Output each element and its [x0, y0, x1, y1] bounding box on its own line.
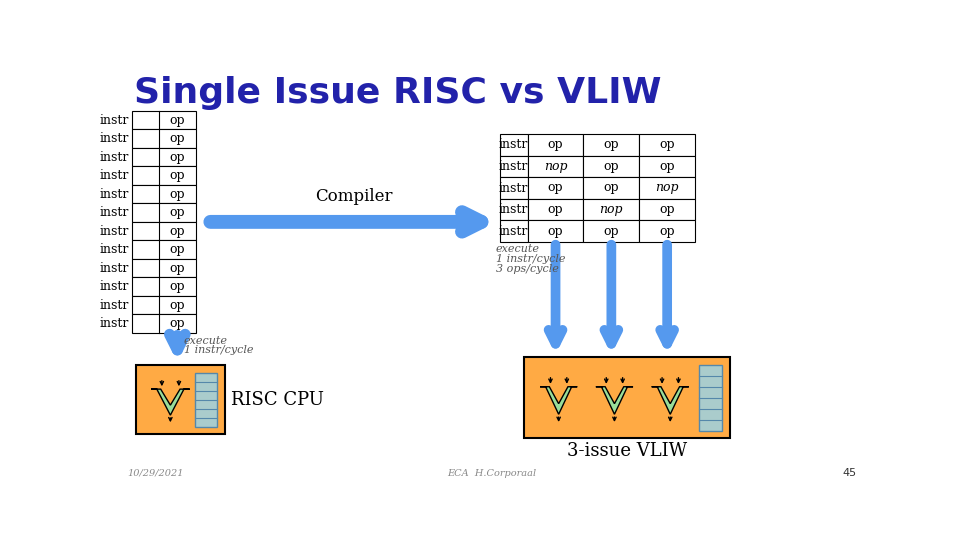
- Text: op: op: [170, 151, 185, 164]
- Bar: [500, 199, 528, 220]
- Text: op: op: [548, 181, 564, 194]
- Text: 45: 45: [842, 468, 856, 477]
- Text: op: op: [660, 203, 675, 216]
- Text: op: op: [660, 138, 675, 151]
- Text: instr: instr: [100, 243, 130, 256]
- Text: op: op: [604, 225, 619, 238]
- Bar: [528, 220, 584, 242]
- Text: nop: nop: [600, 203, 623, 216]
- Text: instr: instr: [100, 132, 130, 145]
- Text: op: op: [604, 138, 619, 151]
- Text: op: op: [170, 114, 185, 127]
- Text: 1 instr/cycle: 1 instr/cycle: [183, 345, 253, 355]
- Text: op: op: [548, 203, 564, 216]
- Bar: [132, 296, 196, 314]
- Text: op: op: [548, 138, 564, 151]
- Bar: [500, 177, 528, 199]
- Text: op: op: [170, 243, 185, 256]
- Text: op: op: [660, 225, 675, 238]
- Polygon shape: [151, 389, 190, 415]
- Bar: [584, 134, 639, 156]
- Bar: [584, 199, 639, 220]
- Text: 1 instr/cycle: 1 instr/cycle: [496, 254, 565, 264]
- Bar: [500, 134, 528, 156]
- Bar: [639, 177, 695, 199]
- Text: instr: instr: [100, 114, 130, 127]
- Text: Compiler: Compiler: [315, 188, 393, 205]
- Text: 3-issue VLIW: 3-issue VLIW: [566, 442, 687, 460]
- Text: instr: instr: [100, 261, 130, 274]
- Bar: [132, 111, 196, 130]
- Text: Single Issue RISC vs VLIW: Single Issue RISC vs VLIW: [134, 76, 661, 110]
- Text: nop: nop: [656, 181, 679, 194]
- Bar: [528, 177, 584, 199]
- Bar: [132, 130, 196, 148]
- Text: instr: instr: [100, 299, 130, 312]
- Bar: [584, 156, 639, 177]
- Bar: [639, 156, 695, 177]
- Text: 10/29/2021: 10/29/2021: [128, 469, 184, 477]
- Polygon shape: [652, 387, 689, 414]
- Text: instr: instr: [100, 169, 130, 182]
- Text: instr: instr: [499, 225, 528, 238]
- Bar: [195, 373, 217, 427]
- Text: op: op: [170, 169, 185, 182]
- Text: op: op: [170, 317, 185, 330]
- Text: instr: instr: [100, 317, 130, 330]
- Bar: [699, 365, 722, 430]
- Text: op: op: [170, 225, 185, 238]
- Text: instr: instr: [499, 138, 528, 151]
- Bar: [639, 220, 695, 242]
- Bar: [584, 220, 639, 242]
- Bar: [639, 199, 695, 220]
- Text: op: op: [170, 206, 185, 219]
- Bar: [132, 185, 196, 204]
- Bar: [132, 278, 196, 296]
- Text: op: op: [170, 261, 185, 274]
- Polygon shape: [540, 387, 577, 414]
- Bar: [132, 240, 196, 259]
- Text: instr: instr: [100, 151, 130, 164]
- Text: op: op: [604, 181, 619, 194]
- Text: instr: instr: [100, 225, 130, 238]
- Bar: [584, 177, 639, 199]
- Text: op: op: [170, 280, 185, 293]
- Bar: [132, 166, 196, 185]
- Bar: [132, 259, 196, 278]
- Text: execute: execute: [496, 244, 540, 254]
- Text: execute: execute: [183, 336, 228, 346]
- Bar: [500, 220, 528, 242]
- Text: op: op: [170, 132, 185, 145]
- Text: 3 ops/cycle: 3 ops/cycle: [496, 264, 559, 274]
- Bar: [528, 156, 584, 177]
- Text: instr: instr: [100, 280, 130, 293]
- Bar: [639, 134, 695, 156]
- Bar: [528, 134, 584, 156]
- Text: nop: nop: [543, 160, 567, 173]
- Text: instr: instr: [499, 160, 528, 173]
- Text: instr: instr: [499, 181, 528, 194]
- Text: instr: instr: [100, 188, 130, 201]
- Text: instr: instr: [499, 203, 528, 216]
- Text: RISC CPU: RISC CPU: [230, 391, 324, 409]
- Bar: [524, 357, 730, 438]
- Text: ECA  H.Corporaal: ECA H.Corporaal: [447, 469, 537, 477]
- Bar: [135, 365, 225, 434]
- Bar: [132, 148, 196, 166]
- Text: op: op: [170, 299, 185, 312]
- Text: op: op: [604, 160, 619, 173]
- Polygon shape: [596, 387, 633, 414]
- Bar: [500, 156, 528, 177]
- Bar: [132, 222, 196, 240]
- Text: op: op: [660, 160, 675, 173]
- Bar: [132, 204, 196, 222]
- Text: op: op: [170, 188, 185, 201]
- Bar: [132, 314, 196, 333]
- Bar: [528, 199, 584, 220]
- Text: op: op: [548, 225, 564, 238]
- Text: instr: instr: [100, 206, 130, 219]
